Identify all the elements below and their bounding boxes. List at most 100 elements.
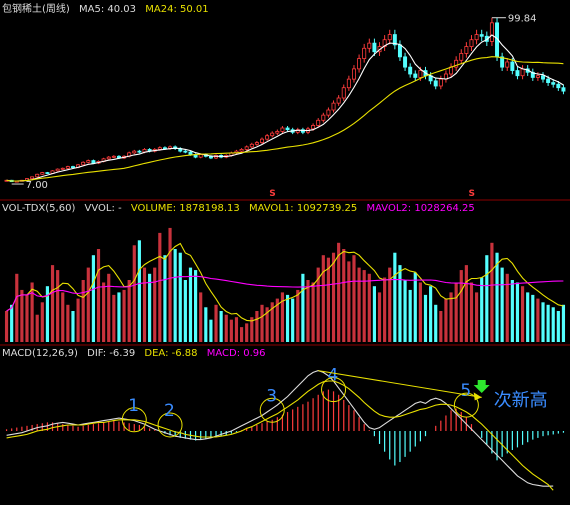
candle: [438, 78, 443, 87]
volume-bar: [102, 282, 106, 342]
candle: [40, 172, 45, 175]
crossover-number: 3: [266, 386, 277, 406]
candle: [454, 59, 459, 68]
mavol2-name: MAVOL2: [366, 203, 408, 214]
candle: [132, 150, 137, 154]
volume-bar: [326, 257, 331, 342]
crossover-circle: [453, 392, 479, 418]
dea-line: [6, 380, 554, 491]
volume-bar: [510, 280, 514, 342]
volume-bar: [229, 319, 233, 342]
volume-bar: [551, 307, 555, 342]
volume-bar: [239, 327, 244, 342]
candle: [198, 154, 203, 158]
volume-bar: [321, 255, 325, 342]
candle: [387, 34, 392, 41]
volume-bar: [112, 294, 116, 342]
volume-bar: [132, 245, 136, 342]
volume-value: 1878198.13: [179, 203, 240, 214]
volume-bar: [194, 270, 198, 342]
volume-panel-header: VOL-TDX(5,60) VVOL: - VOLUME: 1878198.13…: [2, 203, 475, 214]
volume-bar: [413, 272, 417, 342]
mavol1-line: [6, 242, 564, 322]
mavol1-value: 1092739.25: [296, 203, 358, 214]
crossover-circle: [157, 412, 183, 438]
dif-name: DIF: [87, 348, 103, 359]
volume-bar: [398, 265, 402, 342]
volume-bar: [520, 286, 525, 342]
candle: [137, 150, 142, 153]
ma24-line: [6, 56, 564, 182]
ma5-value: 40.03: [107, 4, 137, 15]
volume-bar: [158, 232, 162, 342]
candle: [157, 147, 162, 150]
candle: [546, 78, 551, 83]
volume-bar: [81, 280, 85, 342]
volume-bar: [86, 267, 90, 342]
volume-bar: [408, 289, 412, 342]
candle: [403, 56, 408, 68]
dea-name: DEA: [144, 348, 166, 359]
volume-bar: [347, 261, 351, 342]
volume-bar: [35, 314, 39, 342]
candle: [382, 39, 387, 47]
volume-bar: [454, 282, 458, 342]
divergence-arrow: [318, 370, 482, 398]
macd-panel: 1 2 3 4 5 次新高: [5, 366, 565, 491]
volume-bar: [168, 227, 172, 342]
crossover-number: 2: [164, 401, 175, 421]
volume-bar: [541, 302, 545, 342]
candle: [367, 42, 372, 49]
volume-bar: [245, 323, 249, 342]
price-panel: 99.84 7.00 S S: [4, 14, 566, 199]
candle: [336, 97, 341, 104]
candle: [479, 34, 484, 37]
crossover-number: 5: [460, 381, 471, 401]
volume-bar: [76, 298, 80, 342]
volume-bar: [91, 255, 95, 342]
volume-bar: [464, 265, 468, 342]
volume-bar: [357, 267, 361, 342]
volume-bar: [214, 304, 218, 342]
divergence-arrowhead: [473, 392, 482, 401]
candle: [239, 149, 244, 152]
candle: [351, 68, 356, 80]
volume-bar: [250, 317, 254, 342]
volume-bar: [66, 304, 70, 342]
volume-name: VOLUME: [130, 203, 173, 214]
volume-bar: [423, 294, 428, 342]
candle: [469, 39, 474, 47]
candle: [500, 56, 505, 68]
candle: [413, 73, 418, 78]
volume-bar: [490, 242, 494, 342]
volume-bar: [209, 319, 213, 342]
vvol-name: VVOL: [84, 203, 112, 214]
candle: [254, 142, 259, 145]
candle: [265, 135, 270, 140]
volume-bar: [469, 282, 474, 342]
volume-bar: [418, 282, 422, 342]
candle: [45, 172, 50, 174]
volume-bar: [439, 311, 443, 342]
candle: [55, 168, 60, 172]
candle: [35, 173, 40, 178]
volume-bar: [56, 270, 60, 342]
candle: [65, 166, 70, 169]
volume-bar: [61, 292, 65, 342]
candle: [408, 66, 413, 75]
candle: [530, 71, 535, 78]
volume-bar: [388, 267, 392, 342]
volume-bar: [505, 273, 509, 342]
candle: [311, 125, 316, 130]
candle: [397, 44, 402, 58]
volume-bar: [459, 270, 463, 342]
volume-bar: [296, 289, 300, 342]
volume-bar: [122, 289, 126, 342]
candle: [86, 160, 91, 163]
volume-bar: [342, 249, 346, 342]
volume-bar: [265, 307, 269, 342]
candle: [372, 42, 377, 53]
volume-bar: [337, 242, 341, 342]
candle: [70, 166, 75, 168]
price-panel-header: 包钢稀土(周线) MA5: 40.03 MA24: 50.01: [2, 4, 209, 15]
